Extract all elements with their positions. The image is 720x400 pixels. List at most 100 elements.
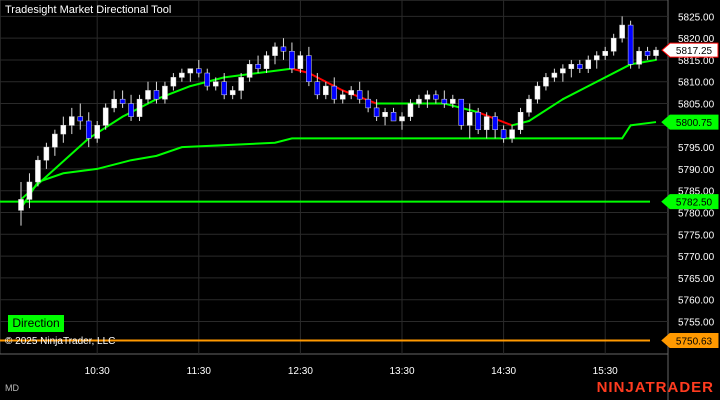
candle xyxy=(170,73,177,91)
candle-body xyxy=(145,90,151,100)
candle xyxy=(94,120,100,143)
candle-body xyxy=(339,94,346,100)
candle xyxy=(500,125,507,143)
y-tick-label: 5790.00 xyxy=(678,165,715,176)
candle xyxy=(560,64,566,82)
support-line xyxy=(20,121,657,209)
candle xyxy=(212,77,219,91)
candle xyxy=(373,99,380,121)
candle-body xyxy=(77,116,84,122)
candle-body xyxy=(585,59,592,69)
candle-body xyxy=(483,116,490,130)
candle-body xyxy=(229,90,236,96)
candle-body xyxy=(60,125,67,135)
price-marker-green: 5800.75 xyxy=(661,114,719,130)
candle xyxy=(466,103,473,139)
candle-body xyxy=(653,49,659,56)
candle xyxy=(306,46,312,87)
candle xyxy=(627,20,634,69)
candle xyxy=(221,73,227,100)
y-tick-label: 5780.00 xyxy=(678,209,715,220)
candle-body xyxy=(373,107,380,117)
candle-body xyxy=(602,50,608,56)
y-tick-label: 5760.00 xyxy=(678,296,715,307)
candle-body xyxy=(238,77,244,91)
chart-title: Tradesight Market Directional Tool xyxy=(5,4,172,16)
candle-body xyxy=(365,98,371,109)
candle xyxy=(26,173,33,209)
candle-body xyxy=(179,72,185,78)
candle xyxy=(644,46,651,60)
candle xyxy=(255,55,261,74)
price-marker-box xyxy=(661,194,719,210)
candle-body xyxy=(466,112,473,126)
price-marker-label: 5782.50 xyxy=(676,198,713,209)
candle-body xyxy=(450,98,456,104)
candle xyxy=(433,90,439,104)
candle xyxy=(102,103,109,130)
trend-line-segment xyxy=(257,67,293,75)
y-tick-label: 5820.00 xyxy=(678,34,715,45)
direction-button[interactable]: Direction xyxy=(8,315,64,332)
candle-body xyxy=(593,55,600,61)
candle xyxy=(450,94,456,108)
candle xyxy=(162,81,168,104)
candle-body xyxy=(246,64,253,78)
candle xyxy=(272,42,278,65)
y-tick-label: 5805.00 xyxy=(678,100,715,111)
candle-body xyxy=(255,64,261,69)
candle-body xyxy=(35,159,41,183)
candle xyxy=(297,51,304,74)
candle-body xyxy=(433,94,439,100)
candle xyxy=(382,107,388,126)
candle xyxy=(35,155,41,187)
candle xyxy=(60,116,67,143)
candle xyxy=(619,16,625,43)
candle xyxy=(551,68,558,82)
candle xyxy=(534,81,541,104)
candle-body xyxy=(280,46,287,52)
price-marker-orange: 5750.63 xyxy=(661,333,719,349)
candle xyxy=(475,107,481,135)
price-marker-last: 5817.25 xyxy=(661,42,719,58)
candle xyxy=(399,112,405,130)
price-marker-green: 5782.50 xyxy=(661,194,719,210)
candle xyxy=(577,59,583,74)
candle xyxy=(517,107,524,135)
candle xyxy=(636,46,642,69)
candle xyxy=(77,103,84,130)
trend-line-segment xyxy=(629,58,657,66)
candle xyxy=(314,73,321,100)
trend-line-segment xyxy=(155,85,192,101)
candle xyxy=(18,182,24,226)
candle-body xyxy=(196,68,202,74)
trend-line-segment xyxy=(53,137,90,170)
candle-body xyxy=(636,50,642,65)
x-tick-label: 11:30 xyxy=(187,366,212,377)
candle-body xyxy=(492,116,498,130)
candle xyxy=(289,42,295,74)
candle-body xyxy=(644,50,651,56)
candle xyxy=(568,59,575,78)
candle-body xyxy=(458,98,465,126)
candle xyxy=(204,68,211,91)
candle-body xyxy=(399,116,405,122)
candle xyxy=(196,59,202,78)
candle xyxy=(280,38,287,60)
candle-body xyxy=(627,24,634,65)
candle xyxy=(136,94,143,121)
candle xyxy=(365,90,371,113)
candle xyxy=(229,86,236,100)
candle xyxy=(43,142,50,169)
candle xyxy=(407,99,414,121)
candle xyxy=(339,90,346,104)
candle-body xyxy=(424,94,431,100)
candle-body xyxy=(128,103,134,117)
candle-body xyxy=(136,98,143,117)
candle-body xyxy=(416,98,422,104)
candle xyxy=(52,129,58,156)
candle xyxy=(238,73,244,100)
candle xyxy=(653,46,659,60)
x-tick-label: 15:30 xyxy=(593,366,618,377)
